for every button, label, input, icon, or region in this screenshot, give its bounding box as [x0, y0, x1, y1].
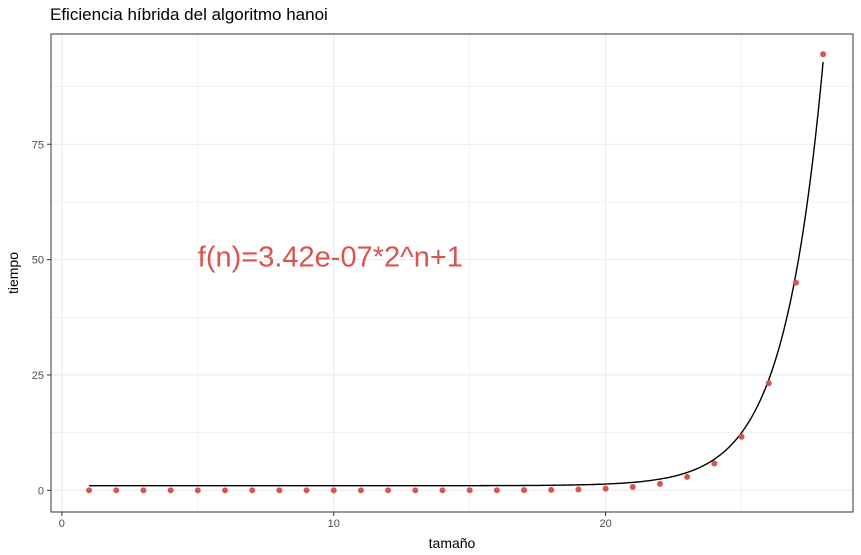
plot-border — [50, 33, 854, 513]
y-tick-label: 0 — [38, 485, 44, 497]
fit-line — [89, 62, 824, 487]
data-point — [357, 487, 364, 494]
data-point — [86, 487, 93, 494]
data-point — [194, 487, 201, 494]
y-tick-label: 75 — [32, 139, 44, 151]
data-point — [792, 279, 799, 286]
data-point — [493, 487, 500, 494]
data-point — [330, 487, 337, 494]
fit-line-layer — [89, 62, 824, 487]
annotation-layer: f(n)=3.42e-07*2^n+1 — [198, 242, 463, 274]
y-tick-label: 25 — [32, 370, 44, 382]
data-point — [820, 51, 827, 58]
data-point — [140, 487, 147, 494]
x-tick-label: 10 — [328, 518, 340, 530]
x-tick-label: 0 — [59, 518, 65, 530]
grid-lines — [51, 34, 853, 512]
data-point — [412, 487, 419, 494]
data-point — [439, 487, 446, 494]
formula-annotation: f(n)=3.42e-07*2^n+1 — [198, 242, 463, 274]
y-axis-title: tiempo — [5, 252, 21, 294]
data-point — [113, 487, 120, 494]
plot-panel — [51, 34, 853, 512]
data-point — [303, 487, 310, 494]
x-axis-title: tamaño — [429, 535, 476, 551]
axis-ticks: 0 10 20 0 25 50 75 — [32, 139, 612, 530]
data-point — [765, 380, 772, 387]
data-point — [548, 486, 555, 493]
data-point — [575, 486, 582, 493]
data-point — [276, 487, 283, 494]
data-point — [629, 483, 636, 490]
data-point — [167, 487, 174, 494]
data-point — [711, 460, 718, 467]
data-point — [385, 487, 392, 494]
data-point — [656, 480, 663, 487]
data-point — [738, 433, 745, 440]
data-point — [521, 487, 528, 494]
y-tick-label: 50 — [32, 255, 44, 267]
x-tick-label: 20 — [599, 518, 611, 530]
data-point — [249, 487, 256, 494]
data-point — [221, 487, 228, 494]
data-point — [466, 487, 473, 494]
data-point — [602, 485, 609, 492]
data-point — [684, 473, 691, 480]
chart-title: Eficiencia híbrida del algoritmo hanoi — [50, 5, 328, 24]
data-points — [86, 51, 827, 494]
